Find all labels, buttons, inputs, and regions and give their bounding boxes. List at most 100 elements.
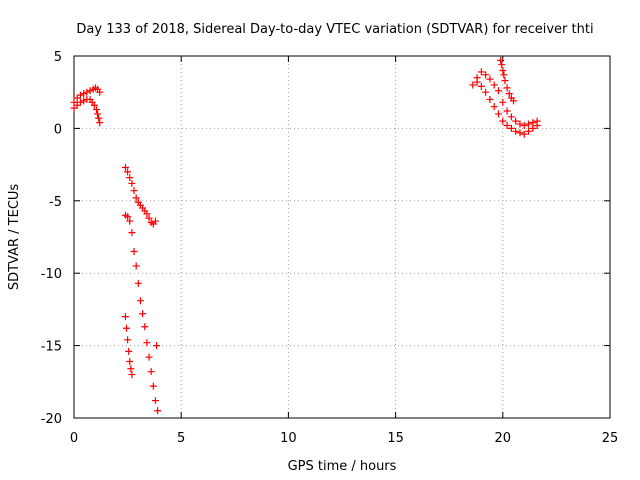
data-point [124, 168, 132, 176]
data-point [499, 66, 507, 74]
data-point [477, 82, 485, 90]
data-point [501, 77, 509, 85]
data-point [151, 397, 159, 405]
data-point [147, 368, 155, 376]
y-tick-label: 5 [54, 50, 62, 65]
data-point [127, 365, 135, 373]
y-tick-label: -10 [41, 267, 62, 282]
data-point [500, 71, 508, 79]
series-pt-e [153, 342, 161, 350]
data-point [96, 88, 104, 96]
data-point [503, 84, 511, 92]
y-axis-label: SDTVAR / TECUs [7, 184, 22, 291]
data-point [525, 127, 533, 135]
data-point [96, 119, 104, 127]
data-point [143, 210, 151, 218]
data-point [510, 97, 518, 105]
series-arc-a-lower [70, 95, 104, 127]
data-point [486, 75, 494, 83]
data-point [86, 87, 94, 95]
data-point [507, 113, 515, 121]
data-point [490, 81, 498, 89]
data-point [132, 194, 140, 202]
y-tick-label: -20 [41, 412, 62, 427]
data-point [497, 56, 505, 64]
data-point [520, 122, 528, 130]
data-point [505, 90, 513, 98]
data-point [93, 106, 101, 114]
data-point [123, 324, 131, 332]
data-point [90, 101, 98, 109]
series-arc-g [497, 56, 518, 105]
data-point [76, 98, 84, 106]
data-point [512, 127, 520, 135]
data-point [533, 122, 541, 130]
data-point [130, 247, 138, 255]
data-point [128, 179, 136, 187]
data-point [124, 213, 132, 221]
data-point [507, 124, 515, 132]
plot-frame [73, 55, 611, 419]
data-point [516, 129, 524, 137]
data-point [469, 81, 477, 89]
data-point [95, 114, 103, 122]
data-point [128, 371, 136, 379]
data-point [512, 117, 520, 125]
data-point [498, 61, 506, 69]
series-arc-a-upper [70, 84, 104, 106]
data-point [80, 90, 88, 98]
grid [74, 56, 610, 418]
data-point [121, 163, 129, 171]
data-point [94, 110, 102, 118]
data-point [151, 217, 159, 225]
data-point [145, 353, 153, 361]
data-point [154, 407, 162, 415]
data-point [126, 174, 134, 182]
data-point [134, 279, 142, 287]
data-point [126, 217, 134, 225]
data-point [121, 313, 129, 321]
data-point [525, 120, 533, 128]
data-point [124, 336, 132, 344]
data-point [128, 229, 136, 237]
x-tick-label: 20 [495, 431, 512, 446]
x-tick-label: 10 [280, 431, 297, 446]
data-point [76, 91, 84, 99]
data-point [132, 262, 140, 270]
data-point [503, 122, 511, 130]
data-point [503, 107, 511, 115]
series-arc-f-lower [473, 78, 541, 138]
data-point [130, 187, 138, 195]
data-point [490, 103, 498, 111]
data-point [153, 342, 161, 350]
data-point [499, 117, 507, 125]
data-point [145, 214, 153, 222]
data-point [136, 297, 144, 305]
y-tick-label: -5 [49, 195, 62, 210]
series-arc-c [121, 211, 162, 415]
data-point [126, 358, 134, 366]
data-point [495, 110, 503, 118]
series-arc-d [121, 313, 136, 379]
series-arc-f-upper [469, 68, 541, 130]
data-point [529, 124, 537, 132]
x-tick-label: 5 [177, 431, 185, 446]
chart-title: Day 133 of 2018, Sidereal Day-to-day VTE… [76, 22, 593, 37]
data-point [495, 87, 503, 95]
data-point [149, 382, 157, 390]
x-tick-label: 0 [70, 431, 78, 446]
data-point [143, 339, 151, 347]
data-point [141, 323, 149, 331]
data-point [139, 310, 147, 318]
data-point [499, 98, 507, 106]
y-tick-label: -15 [41, 340, 62, 355]
data-point [473, 78, 481, 86]
data-point [477, 68, 485, 76]
data-point [482, 71, 490, 79]
y-tick-label: 0 [54, 122, 62, 137]
data-point [482, 88, 490, 96]
data-point [520, 130, 528, 138]
data-points [70, 56, 541, 415]
data-point [486, 95, 494, 103]
